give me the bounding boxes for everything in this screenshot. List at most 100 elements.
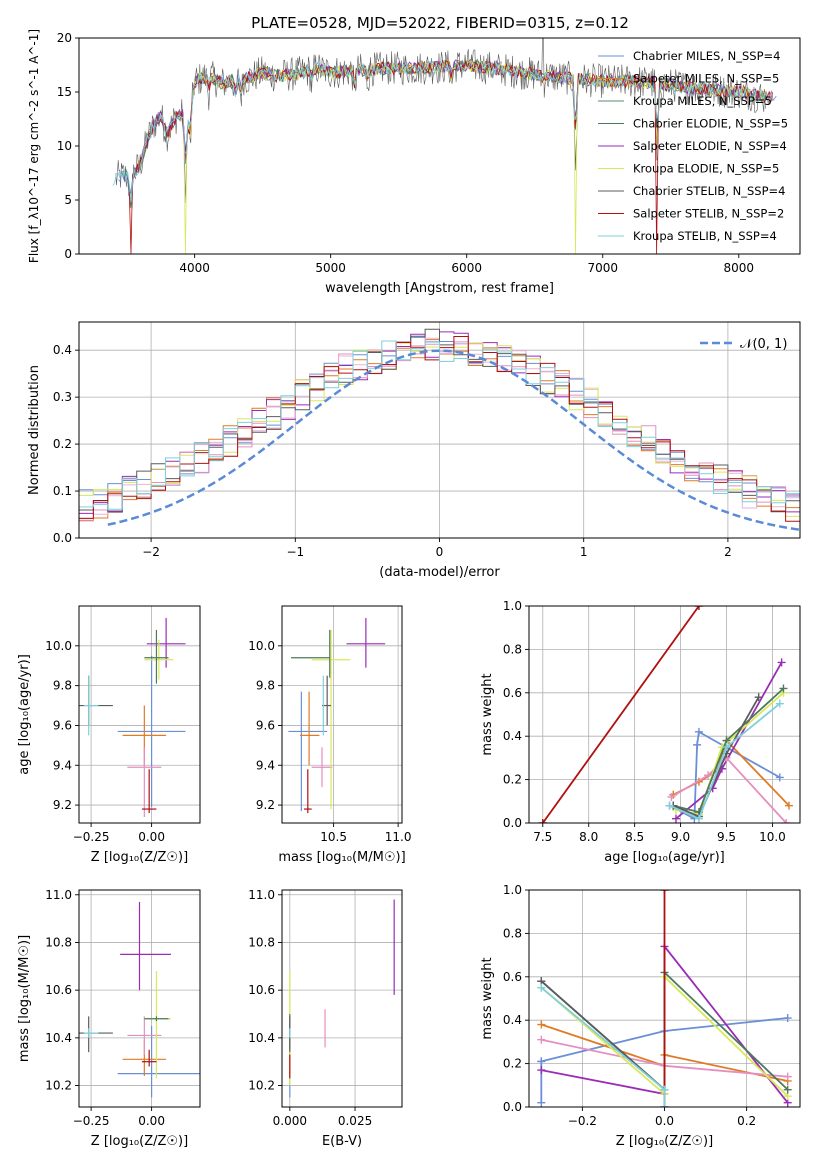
weight-marker: [667, 792, 676, 801]
weight-line-8: [669, 702, 781, 820]
x-tick-label: 7.5: [533, 830, 552, 844]
y-tick-label: 10.0: [248, 639, 275, 653]
weight-marker: [537, 983, 546, 992]
weight-line-5: [672, 687, 785, 814]
weight-marker: [537, 1066, 546, 1075]
y-tick-label: 10.2: [45, 1079, 72, 1093]
weight-marker: [704, 771, 713, 780]
y-tick-label: 9.2: [256, 798, 275, 812]
y-tick-label: 20: [57, 31, 72, 45]
histogram-series-8: [79, 340, 800, 514]
x-tick-label: 9.0: [671, 830, 690, 844]
x-tick-label: 4000: [179, 261, 210, 275]
histogram-series-2: [79, 331, 800, 519]
x-tick-label: −0.2: [568, 1114, 597, 1128]
x-tick-label: 0.00: [138, 1114, 165, 1128]
weight-marker: [660, 890, 669, 894]
normal-curve: [107, 349, 800, 532]
x-tick-label: 10.5: [320, 830, 347, 844]
y-tick-label: 9.6: [256, 718, 275, 732]
y-tick-label: 10.8: [45, 935, 72, 949]
figure-title: PLATE=0528, MJD=52022, FIBERID=0315, z=0…: [251, 14, 629, 32]
y-tick-label: 9.2: [53, 798, 72, 812]
y-tick-label: 0.4: [53, 343, 72, 357]
y-tick-label: 10.4: [248, 1031, 275, 1045]
weight-marker: [537, 1035, 546, 1044]
weight-marker: [783, 1072, 792, 1081]
x-tick-label: 8000: [724, 261, 755, 275]
x-axis-label: wavelength [Angstrom, rest frame]: [325, 281, 554, 296]
y-tick-label: 0.6: [503, 970, 522, 984]
x-axis-label: Z [log₁₀(Z/Z☉)]: [91, 850, 188, 865]
weight-line-9: [540, 986, 666, 1107]
y-tick-label: 5: [64, 193, 72, 207]
x-axis-label: Z [log₁₀(Z/Z☉)]: [616, 1134, 713, 1149]
y-tick-label: 11.0: [248, 888, 275, 902]
y-tick-label: 0.2: [503, 1057, 522, 1071]
y-tick-label: 9.4: [256, 758, 275, 772]
histogram-series-7: [79, 336, 800, 527]
y-tick-label: 0.3: [53, 390, 72, 404]
legend-label-8: Kroupa STELIB, N_SSP=4: [633, 229, 777, 243]
plot-area: [112, 38, 777, 254]
y-tick-label: 0: [64, 247, 72, 261]
weight-marker: [694, 727, 703, 736]
x-tick-label: 9.5: [717, 830, 736, 844]
y-tick-label: 10.6: [248, 983, 275, 997]
weight-line-2: [675, 661, 783, 820]
x-tick-label: 0.000: [273, 1114, 307, 1128]
y-axis-label: mass weight: [480, 673, 495, 755]
y-axis-label: mass weight: [480, 957, 495, 1039]
x-tick-label: 8.0: [579, 830, 598, 844]
y-tick-label: 0.8: [503, 642, 522, 656]
y-tick-label: 10.2: [248, 1079, 275, 1093]
axes-frame: [281, 605, 403, 824]
plot-area: [289, 899, 395, 1098]
weight-marker: [784, 801, 793, 810]
weight-marker: [660, 1103, 669, 1107]
weight-marker: [779, 684, 788, 693]
x-tick-label: 7000: [587, 261, 618, 275]
legend-label-7: Salpeter STELIB, N_SSP=2: [633, 207, 784, 221]
legend-label-1: Salpeter MILES, N_SSP=5: [633, 72, 779, 86]
panel-weight-vs-age: 7.5 8.0 8.5 9.0 9.5 10.0 0.0 0.2 0.4 0.6 0.8 1.0 age…: [480, 599, 801, 865]
x-tick-label: 6000: [451, 261, 482, 275]
y-tick-label: 0.0: [503, 1100, 522, 1114]
x-tick-label: −0.25: [73, 830, 110, 844]
weight-marker: [777, 658, 786, 667]
y-tick-label: 0.0: [53, 531, 72, 545]
histogram-series-3: [79, 341, 800, 522]
plot-area: [79, 328, 800, 532]
weight-line-7: [542, 606, 700, 823]
weight-marker: [722, 743, 731, 752]
y-tick-label: 10.0: [45, 639, 72, 653]
y-tick-label: 10.8: [248, 935, 275, 949]
y-tick-label: 11.0: [45, 888, 72, 902]
histogram-series-1: [79, 339, 800, 521]
y-tick-label: 0.2: [53, 437, 72, 451]
histogram-series-6: [79, 328, 800, 513]
y-tick-label: 15: [57, 85, 72, 99]
weight-marker: [660, 1085, 669, 1094]
y-axis-label: mass [log₁₀(M/M☉)]: [17, 935, 32, 1062]
x-tick-label: 0: [436, 545, 444, 559]
x-tick-label: −0.25: [73, 1114, 110, 1128]
y-tick-label: 10.4: [45, 1031, 72, 1045]
y-tick-label: 0.6: [503, 686, 522, 700]
y-axis-label: Normed distribution: [27, 365, 42, 495]
legend-label-6: Chabrier STELIB, N_SSP=4: [633, 184, 785, 198]
weight-marker: [537, 1098, 546, 1107]
legend-label-0: Chabrier MILES, N_SSP=4: [633, 49, 780, 63]
weight-marker: [537, 1020, 546, 1029]
weight-marker: [671, 814, 680, 823]
y-tick-label: 0.4: [503, 729, 522, 743]
axes-frame: [281, 889, 403, 1108]
panel-spectrum: Chabrier MILES, N_SSP=4 Salpeter MILES, N…: [27, 29, 801, 296]
x-tick-label: 0.2: [737, 1114, 756, 1128]
x-axis-label: age [log₁₀(age/yr)]: [604, 850, 725, 865]
x-tick-label: 5000: [315, 261, 346, 275]
y-tick-label: 10: [57, 139, 72, 153]
spectrum-line-7: [128, 59, 773, 254]
plot-area: [79, 901, 200, 1098]
legend-label-3: Chabrier ELODIE, N_SSP=5: [633, 117, 788, 131]
